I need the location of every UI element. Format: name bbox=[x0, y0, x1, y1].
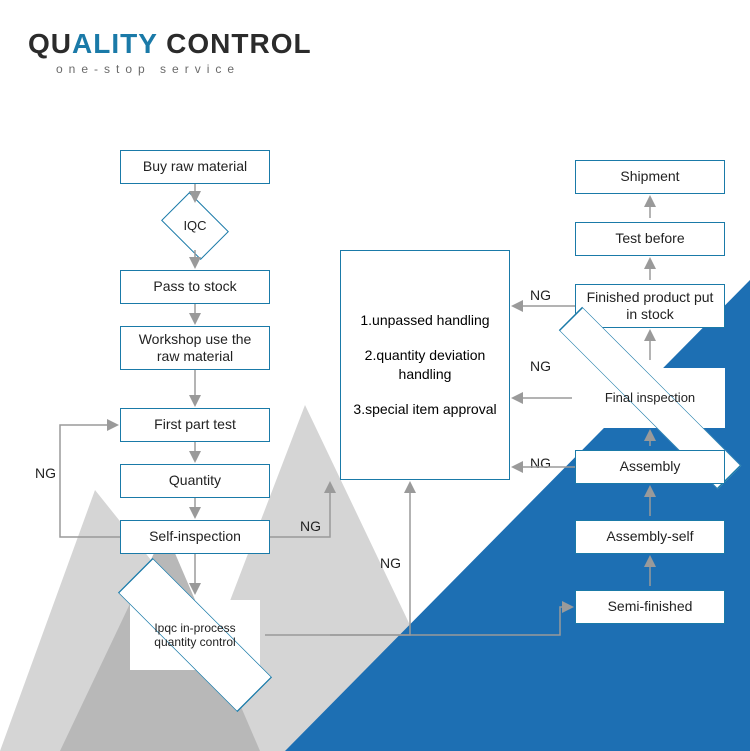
title-post: CONTROL bbox=[157, 28, 311, 59]
ng-label-6: NG bbox=[530, 455, 551, 471]
handling-box: 1.unpassed handling 2.quantity deviation … bbox=[340, 250, 510, 480]
page-title: QUALITY CONTROL bbox=[28, 28, 312, 60]
node-assembly: Assembly bbox=[575, 450, 725, 484]
node-pass-stock: Pass to stock bbox=[120, 270, 270, 304]
handling-item-3: 3.special item approval bbox=[347, 400, 503, 419]
node-semi-fin: Semi-finished bbox=[575, 590, 725, 624]
node-shipment: Shipment bbox=[575, 160, 725, 194]
node-iqc: IQC bbox=[167, 206, 223, 246]
node-quantity: Quantity bbox=[120, 464, 270, 498]
handling-item-1: 1.unpassed handling bbox=[347, 311, 503, 330]
node-first-part: First part test bbox=[120, 408, 270, 442]
node-buy-raw: Buy raw material bbox=[120, 150, 270, 184]
ng-label-1: NG bbox=[35, 465, 56, 481]
node-assembly-self: Assembly-self bbox=[575, 520, 725, 554]
node-test-before: Test before bbox=[575, 222, 725, 256]
page-subtitle: one-stop service bbox=[56, 62, 312, 76]
node-workshop: Workshop use the raw material bbox=[120, 326, 270, 370]
ng-label-4: NG bbox=[530, 287, 551, 303]
handling-item-2: 2.quantity deviation handling bbox=[347, 346, 503, 384]
ng-label-2: NG bbox=[300, 518, 321, 534]
ng-label-5: NG bbox=[530, 358, 551, 374]
ng-label-3: NG bbox=[380, 555, 401, 571]
title-accent: ALITY bbox=[72, 28, 157, 59]
title-pre: QU bbox=[28, 28, 72, 59]
header: QUALITY CONTROL one-stop service bbox=[28, 28, 312, 76]
node-ipqc: Ipqc in-process quantity control bbox=[130, 600, 260, 670]
node-final-insp: Final inspection bbox=[575, 368, 725, 428]
node-self-insp: Self-inspection bbox=[120, 520, 270, 554]
